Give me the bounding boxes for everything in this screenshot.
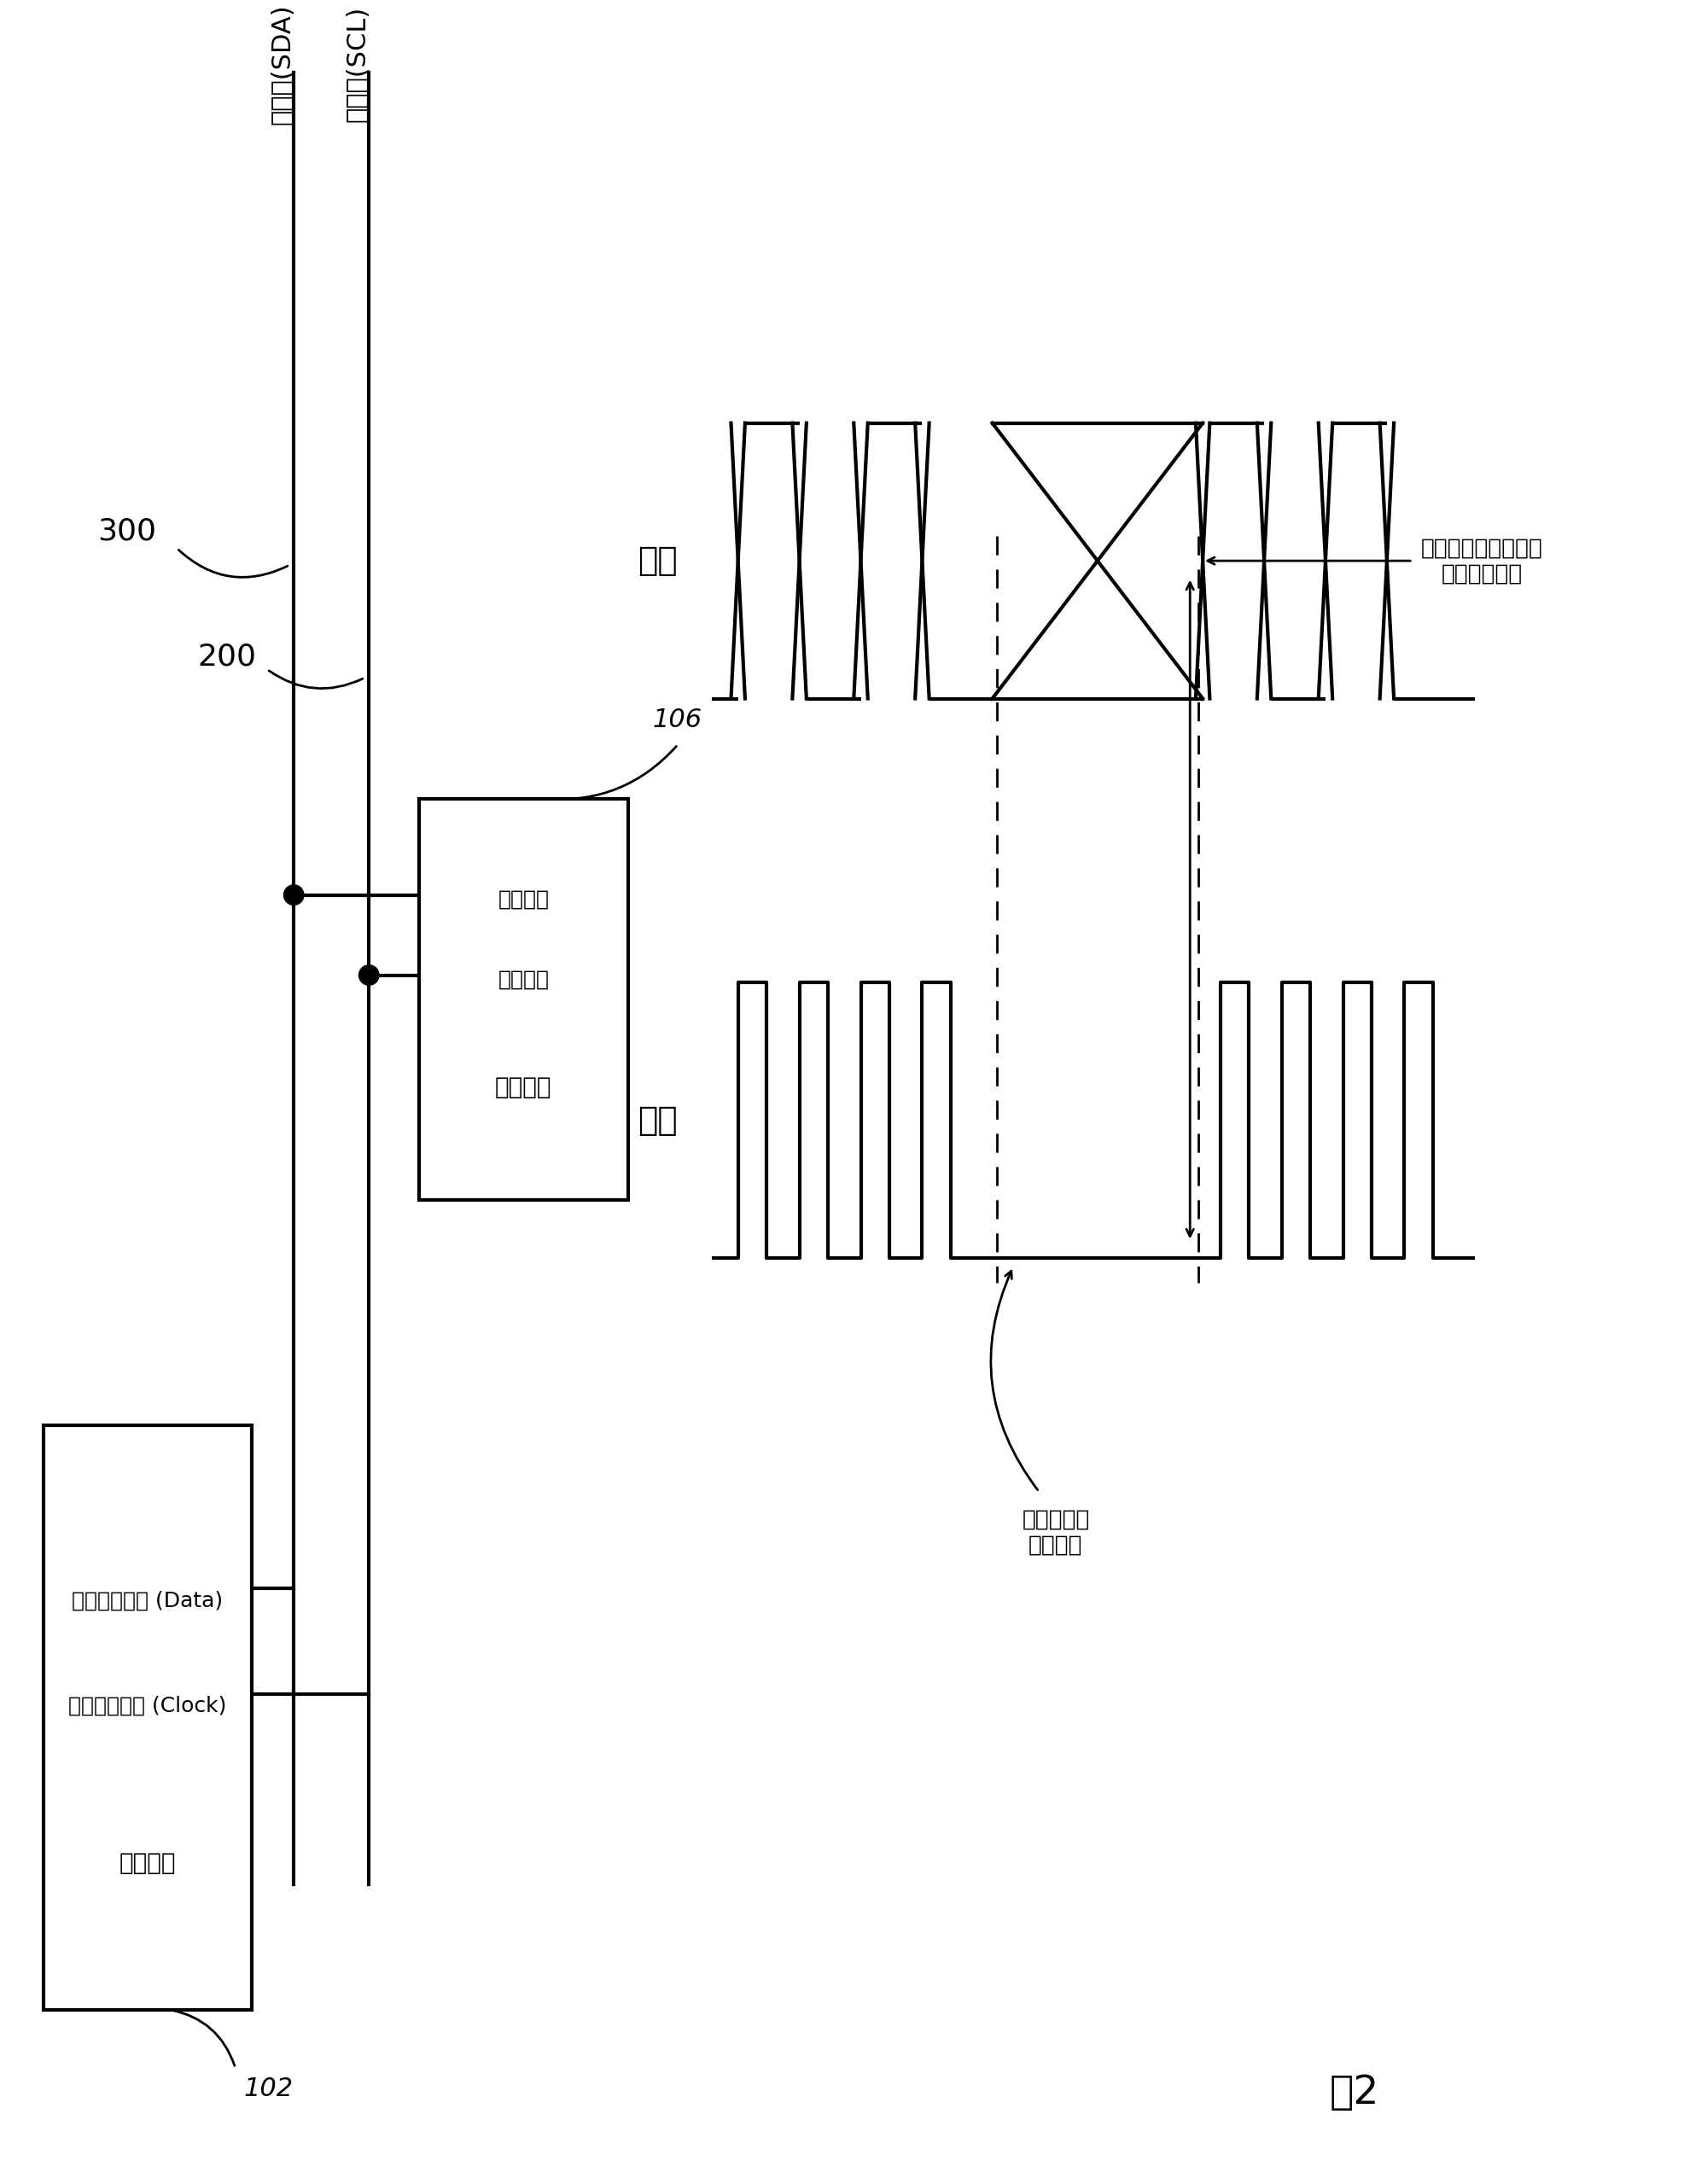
Bar — [44, 1424, 253, 2009]
Text: 数据: 数据 — [638, 544, 679, 577]
Text: 时钒线(SCL): 时钒线(SCL) — [344, 7, 369, 122]
Text: 数据线(SDA): 数据线(SDA) — [269, 4, 293, 124]
Text: 200: 200 — [197, 642, 256, 670]
Text: 102: 102 — [244, 2077, 293, 2101]
Text: 数据端口: 数据端口 — [498, 889, 549, 909]
Circle shape — [359, 965, 379, 985]
Circle shape — [285, 885, 303, 904]
Bar — [419, 799, 628, 1199]
Text: 时钒: 时钒 — [638, 1105, 679, 1136]
Text: 时钒被暂持
（超时）: 时钒被暂持 （超时） — [1022, 1509, 1090, 1557]
Text: 106: 106 — [653, 708, 702, 732]
Text: 主控元件: 主控元件 — [120, 1852, 177, 1876]
Text: 图2: 图2 — [1329, 2075, 1379, 2112]
Text: 时钒端口: 时钒端口 — [498, 970, 549, 989]
Text: 300: 300 — [98, 518, 157, 546]
Text: 第二输出端口 (Clock): 第二输出端口 (Clock) — [69, 1695, 227, 1717]
Text: 被控元件: 被控元件 — [495, 1075, 552, 1099]
Text: 第一输出端口 (Data): 第一输出端口 (Data) — [72, 1590, 224, 1610]
Text: 开始从第二输出端口
传送时钒脉冲: 开始从第二输出端口 传送时钒脉冲 — [1421, 537, 1543, 585]
